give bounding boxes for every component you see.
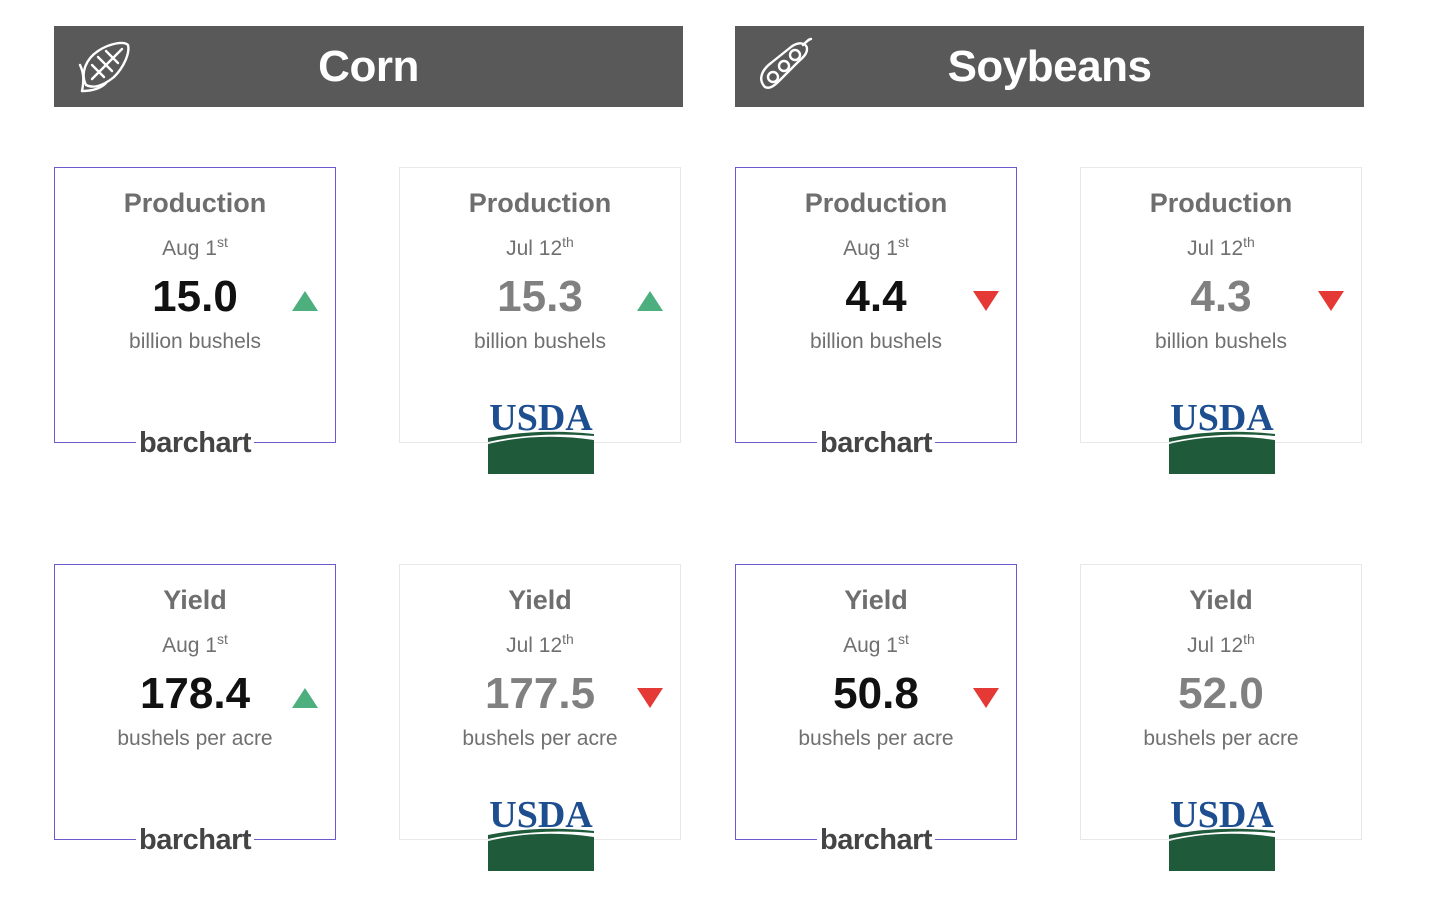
usda-logo: USDA <box>488 398 594 474</box>
trend-up-icon <box>292 688 318 708</box>
barchart-logo: barchart <box>135 825 255 855</box>
corn-production-usda-card: Production Jul 12th 15.3 billion bushels… <box>399 167 681 474</box>
metric-value: 178.4 <box>139 669 251 718</box>
metric-label: Production <box>468 188 612 218</box>
unit-label: billion bushels <box>810 330 942 353</box>
metric-label: Production <box>804 188 948 218</box>
metric-value: 177.5 <box>484 669 596 718</box>
corn-yield-barchart-card: Yield Aug 1st 178.4 bushels per acre bar… <box>54 564 336 855</box>
soybeans-title: Soybeans <box>947 41 1152 91</box>
date-label: Jul 12th <box>1187 631 1255 657</box>
date-label: Jul 12th <box>506 234 574 260</box>
soybeans-production-barchart-card: Production Aug 1st 4.4 billion bushels b… <box>735 167 1017 458</box>
soybean-pod-icon <box>760 37 813 89</box>
corn-title: Corn <box>318 41 419 91</box>
metric-value: 4.4 <box>845 272 907 321</box>
trend-down-icon <box>637 688 663 708</box>
corn-production-barchart-card: Production Aug 1st 15.0 billion bushels … <box>54 167 336 458</box>
date-label: Aug 1st <box>162 234 228 260</box>
metric-label: Yield <box>844 585 908 615</box>
date-label: Aug 1st <box>162 631 228 657</box>
date-label: Jul 12th <box>506 631 574 657</box>
usda-logo: USDA <box>1169 795 1275 871</box>
barchart-logo: barchart <box>135 428 255 458</box>
unit-label: billion bushels <box>1155 330 1287 353</box>
date-label: Aug 1st <box>843 631 909 657</box>
trend-down-icon <box>973 688 999 708</box>
metric-value: 4.3 <box>1190 272 1252 321</box>
usda-logo: USDA <box>1169 398 1275 474</box>
unit-label: bushels per acre <box>798 727 954 750</box>
trend-down-icon <box>1318 291 1344 311</box>
metric-label: Yield <box>163 585 227 615</box>
barchart-logo: barchart <box>816 825 936 855</box>
trend-up-icon <box>292 291 318 311</box>
metric-value: 50.8 <box>833 669 919 718</box>
usda-logo: USDA <box>488 795 594 871</box>
soybeans-header: Soybeans <box>735 26 1364 107</box>
unit-label: bushels per acre <box>1143 727 1299 750</box>
metric-label: Yield <box>1189 585 1253 615</box>
metric-label: Production <box>123 188 267 218</box>
soybeans-yield-barchart-card: Yield Aug 1st 50.8 bushels per acre barc… <box>735 564 1017 855</box>
trend-down-icon <box>973 291 999 311</box>
date-label: Jul 12th <box>1187 234 1255 260</box>
metric-label: Production <box>1149 188 1293 218</box>
metric-label: Yield <box>508 585 572 615</box>
unit-label: bushels per acre <box>462 727 618 750</box>
metric-value: 15.0 <box>152 272 238 321</box>
unit-label: bushels per acre <box>117 727 273 750</box>
soybeans-yield-usda-card: Yield Jul 12th 52.0 bushels per acre USD… <box>1080 564 1362 871</box>
corn-yield-usda-card: Yield Jul 12th 177.5 bushels per acre US… <box>399 564 681 871</box>
soybeans-production-usda-card: Production Jul 12th 4.3 billion bushels … <box>1080 167 1362 474</box>
unit-label: billion bushels <box>474 330 606 353</box>
unit-label: billion bushels <box>129 330 261 353</box>
metric-value: 52.0 <box>1178 669 1264 718</box>
date-label: Aug 1st <box>843 234 909 260</box>
trend-up-icon <box>637 291 663 311</box>
corn-header: Corn <box>54 26 683 107</box>
corn-icon <box>78 41 130 93</box>
barchart-logo: barchart <box>816 428 936 458</box>
metric-value: 15.3 <box>497 272 583 321</box>
